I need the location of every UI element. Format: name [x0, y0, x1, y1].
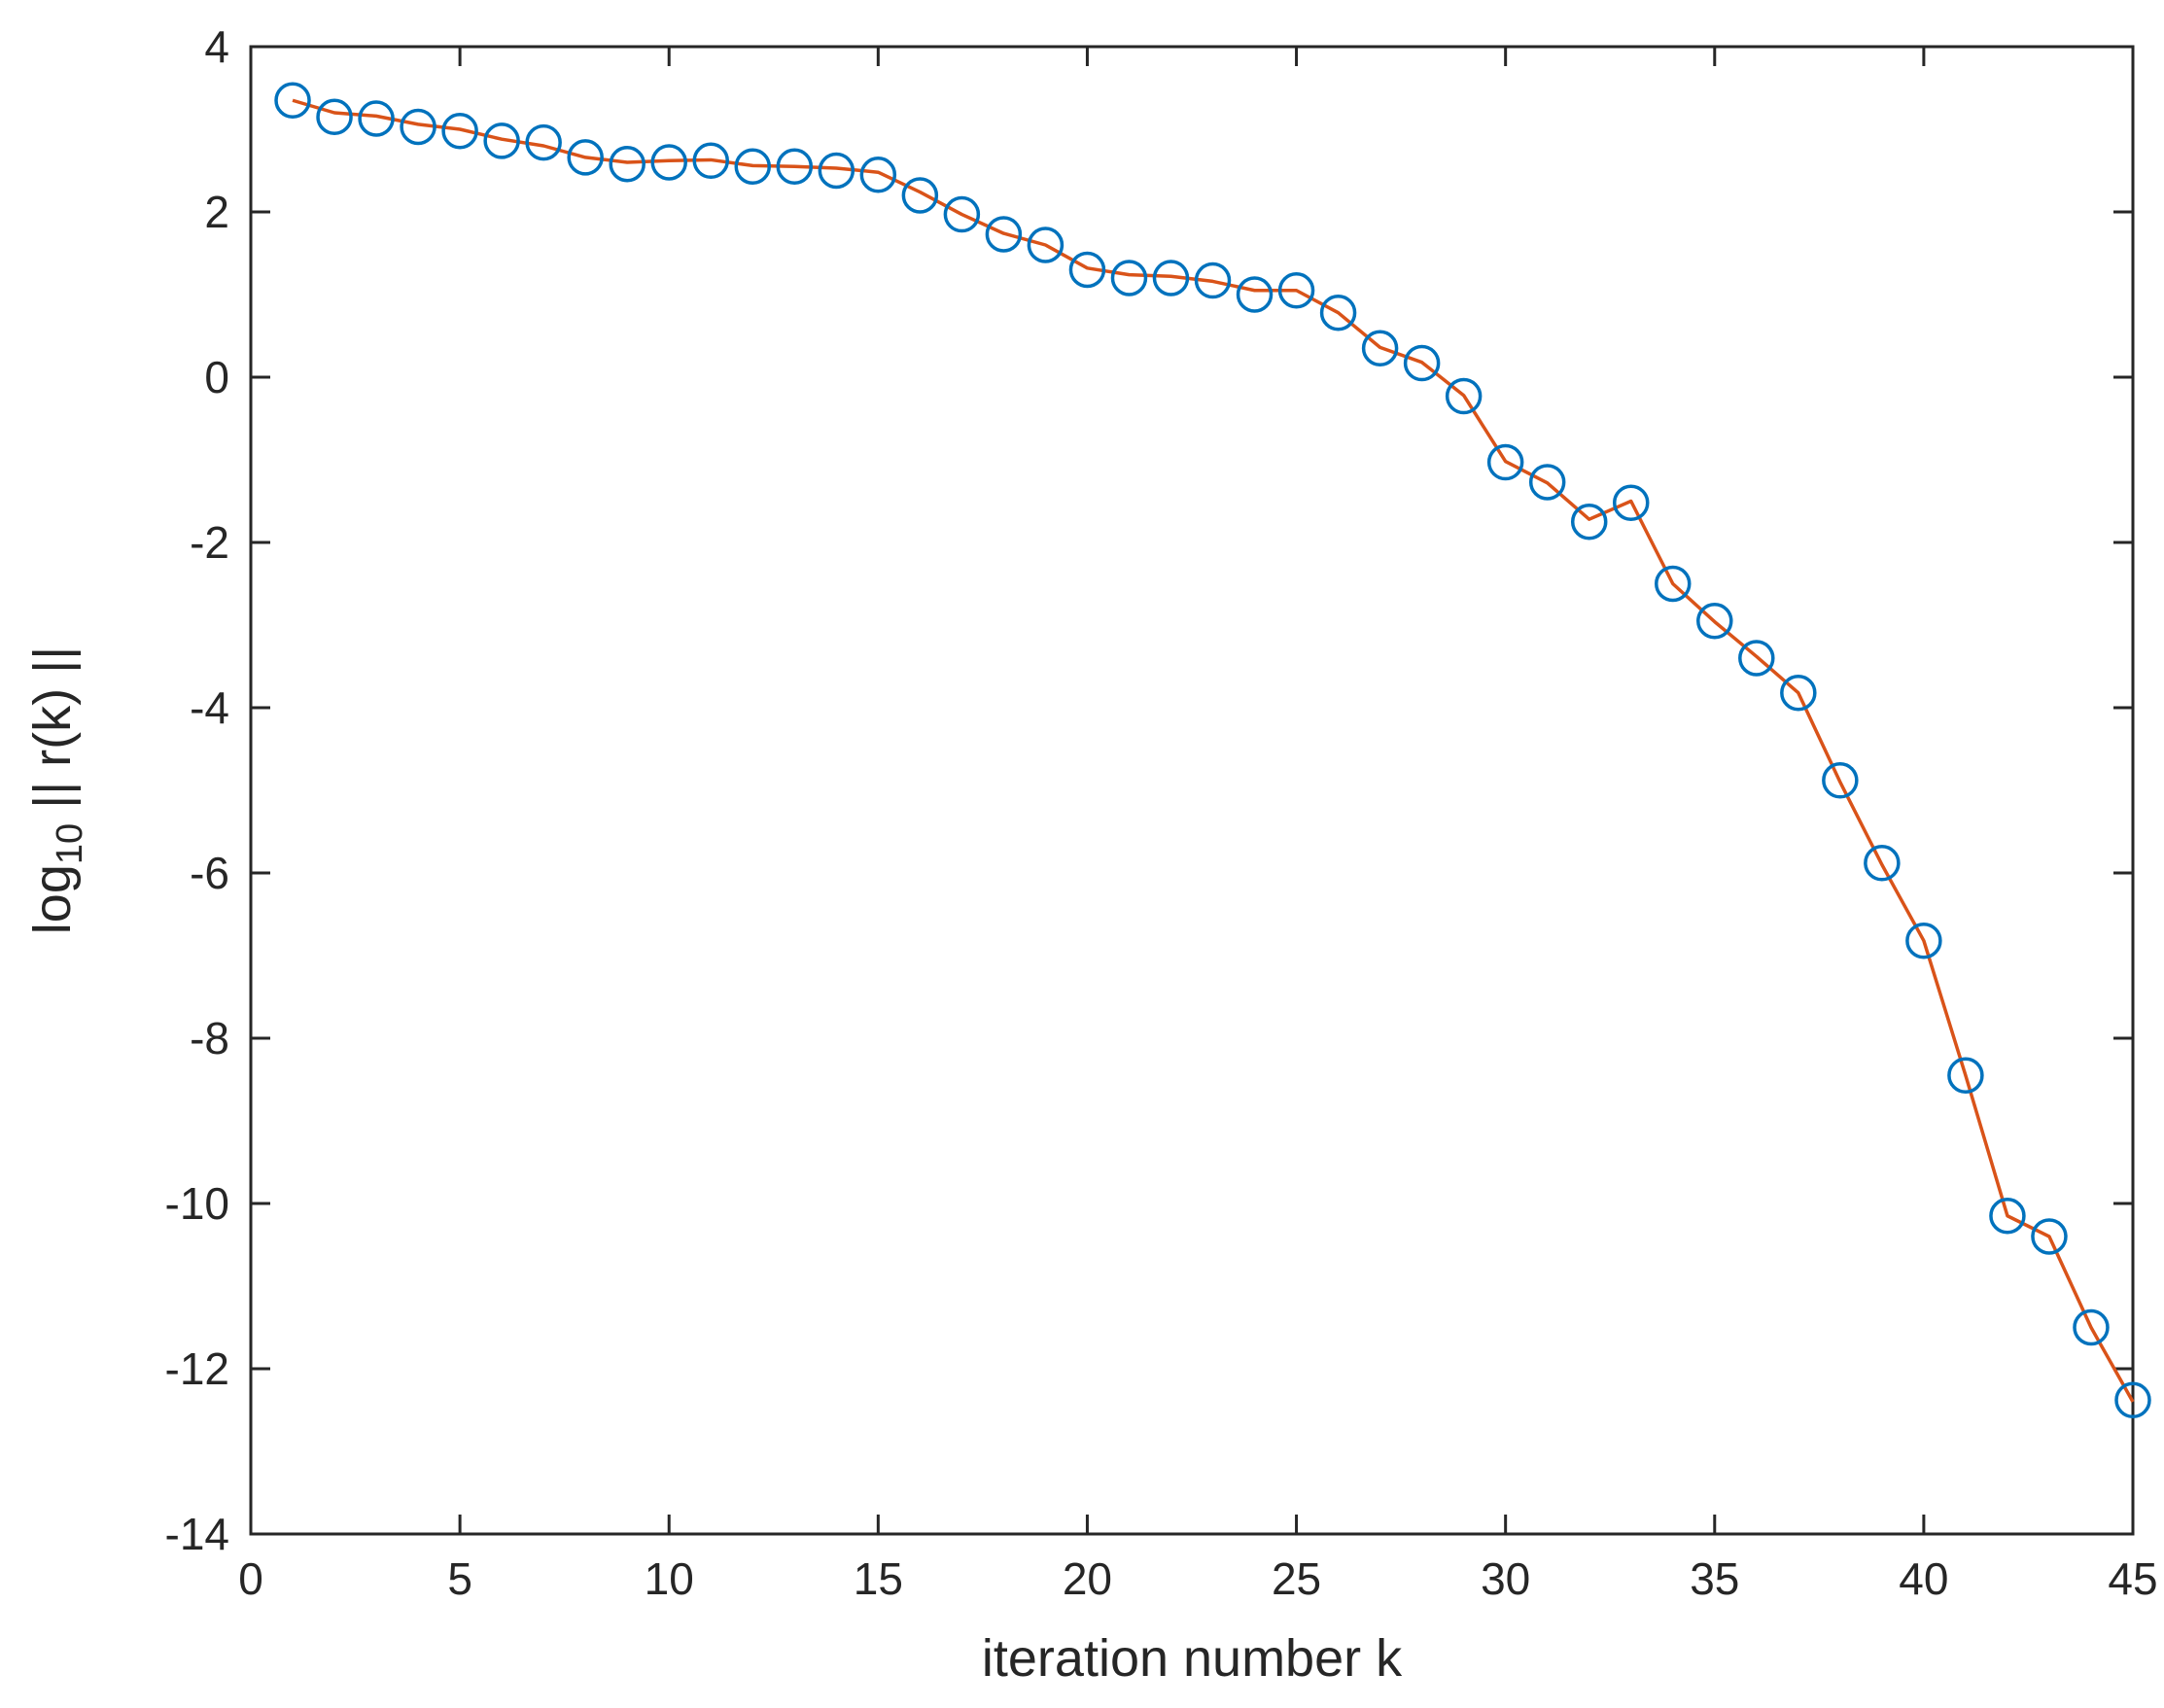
- y-tick-label: 2: [204, 187, 229, 237]
- y-axis-label-suffix: || r(k) ||: [23, 646, 82, 823]
- y-tick-label: 0: [204, 352, 229, 402]
- x-tick-label: 20: [1063, 1553, 1112, 1604]
- data-point-marker: [567, 139, 604, 176]
- data-point-marker: [441, 112, 478, 150]
- data-point-marker: [1277, 272, 1315, 309]
- y-tick-label: -10: [165, 1178, 229, 1229]
- data-point-marker: [692, 142, 729, 180]
- y-tick-label: -4: [190, 682, 229, 733]
- y-axis-label-prefix: log: [23, 864, 82, 934]
- plot-area: [249, 45, 2135, 1536]
- data-point-marker: [1027, 227, 1065, 263]
- data-point-marker: [2073, 1308, 2110, 1346]
- data-point-marker: [1236, 276, 1274, 313]
- y-tick-label: 4: [204, 21, 229, 72]
- data-point-marker: [985, 216, 1023, 253]
- data-point-marker: [1403, 344, 1441, 382]
- data-point-marker: [1361, 330, 1399, 366]
- data-point-marker: [859, 157, 897, 193]
- x-tick-label: 5: [447, 1553, 472, 1604]
- data-point-marker: [400, 108, 436, 146]
- x-tick-label: 25: [1272, 1553, 1321, 1604]
- data-point-marker: [1110, 260, 1148, 296]
- data-point-marker: [818, 152, 855, 190]
- x-tick-label: 10: [645, 1553, 694, 1604]
- marker-series-layer: [274, 82, 2151, 1419]
- data-point-marker: [1696, 603, 1733, 640]
- data-point-marker: [1319, 294, 1357, 331]
- data-point-marker: [1445, 377, 1483, 415]
- data-point-marker: [1989, 1198, 2026, 1235]
- data-point-marker: [1068, 251, 1106, 289]
- x-tick-label: 45: [2108, 1553, 2157, 1604]
- y-axis-label-subscript: 10: [50, 823, 90, 864]
- data-point-marker: [358, 100, 395, 137]
- data-point-marker: [1780, 674, 1817, 712]
- line-series-layer: [292, 98, 2135, 1403]
- data-point-marker: [1947, 1057, 1984, 1094]
- x-axis-label: iteration number k: [982, 1629, 1403, 1688]
- y-tick-label: -12: [165, 1343, 229, 1394]
- data-point-marker: [274, 82, 311, 119]
- x-tick-label: 15: [854, 1553, 903, 1604]
- data-point-marker: [1864, 845, 1901, 882]
- y-tick-label: -2: [190, 517, 229, 568]
- y-tick-label: -6: [190, 848, 229, 898]
- data-point-marker: [2114, 1381, 2151, 1419]
- y-tick-label: -8: [190, 1013, 229, 1063]
- data-point-marker: [1655, 565, 1692, 603]
- x-tick-label: 40: [1899, 1553, 1948, 1604]
- y-tick-label: -14: [165, 1509, 229, 1559]
- data-point-marker: [1612, 484, 1650, 521]
- data-point-marker: [1152, 260, 1190, 296]
- data-point-marker: [525, 123, 562, 161]
- data-point-marker: [316, 98, 353, 135]
- y-axis-label: log10 || r(k) ||: [23, 646, 90, 934]
- data-point-marker: [1570, 504, 1608, 540]
- data-point-marker: [609, 145, 646, 183]
- x-tick-label: 35: [1690, 1553, 1739, 1604]
- data-point-marker: [483, 122, 520, 159]
- x-tick-label: 30: [1481, 1553, 1530, 1604]
- data-point-marker: [1486, 443, 1524, 481]
- data-point-marker: [1905, 922, 1942, 959]
- data-point-marker: [2031, 1218, 2068, 1255]
- data-point-marker: [901, 177, 939, 214]
- data-point-marker: [650, 144, 687, 181]
- axes-box: [249, 45, 2135, 1536]
- data-point-marker: [1528, 464, 1566, 501]
- series-line: [292, 98, 2135, 1403]
- data-point-marker: [943, 195, 981, 233]
- data-point-marker: [1194, 261, 1232, 299]
- data-point-marker: [776, 148, 814, 185]
- data-point-marker: [1738, 640, 1775, 677]
- data-point-marker: [734, 148, 772, 185]
- data-point-marker: [1822, 762, 1859, 799]
- ticks-layer: 0 5 10 15 20 25 30 35 40 45 -14 -12 -10 -8 -6 -4 -2 0 2 4: [165, 21, 2158, 1604]
- x-tick-label: 0: [238, 1553, 263, 1604]
